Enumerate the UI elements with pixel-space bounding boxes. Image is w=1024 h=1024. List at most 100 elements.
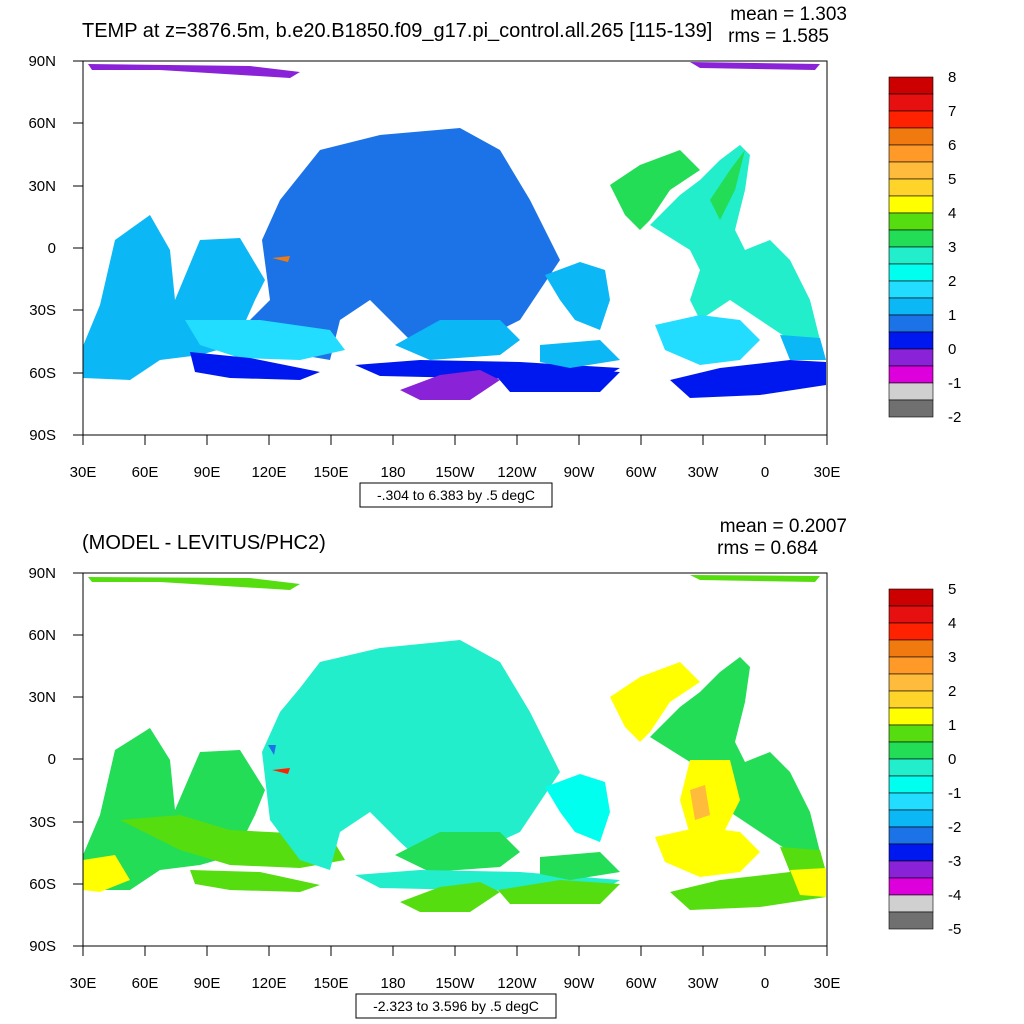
x-tick-label: 150E [313,464,348,481]
x-tick-label: 90E [194,975,221,992]
colorbar-label: 4 [948,615,956,632]
colorbar-swatch [888,314,934,333]
colorbar-label: 5 [948,581,956,598]
x-tick-label: 120E [251,975,286,992]
x-tick-label: 30W [688,464,720,481]
x-tick-label: 180 [380,464,405,481]
x-tick-label: 120W [497,464,537,481]
colorbar-swatch [888,178,934,197]
colorbar-swatch [888,365,934,384]
colorbar: 5 4 3 2 1 0 -1 -2 -3 -4 -5 [888,581,961,938]
colorbar-swatch [888,331,934,350]
y-tick-label: 60S [29,876,56,893]
x-tick-label: 30E [814,975,841,992]
x-tick-label: 30W [688,975,720,992]
y-tick-label: 30N [28,178,56,195]
colorbar-swatch [888,775,934,794]
colorbar-label: 2 [948,683,956,700]
y-tick-label: 90S [29,938,56,955]
colorbar-swatch [888,161,934,180]
colorbar-swatch [888,911,934,930]
colorbar-swatch [888,212,934,231]
y-tick-label: 0 [48,751,56,768]
y-tick-label: 30S [29,302,56,319]
rms-stat: rms = 1.585 [728,26,829,47]
colorbar-swatch [888,246,934,265]
colorbar-swatch [888,860,934,879]
range-note: -2.323 to 3.596 by .5 degC [373,998,539,1014]
colorbar-label: 5 [948,171,956,188]
x-tick-label: 0 [761,464,769,481]
y-tick-label: 90N [28,53,56,70]
colorbar-label: -2 [948,409,961,426]
colorbar-label: 6 [948,137,956,154]
x-tick-label: 60E [132,464,159,481]
y-tick-labels: 90N 60N 30N 0 30S 60S 90S [28,565,56,955]
x-tick-label: 120W [497,975,537,992]
colorbar-swatch [888,826,934,845]
colorbar-swatches [888,588,934,930]
colorbar-swatch [888,297,934,316]
x-tick-label: 120E [251,464,286,481]
mean-stat: mean = 1.303 [730,4,847,25]
y-tick-labels: 90N 60N 30N 0 30S 60S 90S [28,53,56,444]
colorbar-swatch [888,792,934,811]
x-tick-label: 180 [380,975,405,992]
y-tick-label: 30S [29,814,56,831]
colorbar-swatch [888,843,934,862]
x-tick-label: 60E [132,975,159,992]
colorbar-swatch [888,382,934,401]
colorbar-swatches [888,76,934,418]
x-tick-label: 30E [70,464,97,481]
colorbar-swatch [888,127,934,146]
colorbar-swatch [888,76,934,95]
y-ticks [73,572,83,947]
map-field [83,575,826,912]
x-ticks [82,946,828,956]
colorbar-label: 0 [948,341,956,358]
colorbar-swatch [888,758,934,777]
colorbar-swatch [888,877,934,896]
colorbar-label: 1 [948,307,956,324]
x-tick-label: 60W [626,975,658,992]
colorbar-label: -4 [948,887,961,904]
x-tick-label: 0 [761,975,769,992]
colorbar-swatch [888,673,934,692]
x-ticks [82,435,828,445]
colorbar-swatch [888,229,934,248]
colorbar-swatch [888,894,934,913]
range-note-box: -2.323 to 3.596 by .5 degC [355,993,557,1019]
colorbar-label: 2 [948,273,956,290]
x-tick-label: 90W [564,975,596,992]
y-tick-label: 30N [28,689,56,706]
colorbar: 8 7 6 5 4 3 2 1 0 -1 -2 [888,69,961,426]
map-field [83,62,826,400]
colorbar-swatch [888,809,934,828]
x-tick-label: 90E [194,464,221,481]
colorbar-swatch [888,741,934,760]
x-tick-label: 150E [313,975,348,992]
colorbar-swatch [888,639,934,658]
colorbar-swatch [888,93,934,112]
colorbar-label: -5 [948,921,961,938]
panel-title: TEMP at z=3876.5m, b.e20.B1850.f09_g17.p… [82,20,712,42]
mean-stat: mean = 0.2007 [720,516,847,537]
colorbar-swatch [888,144,934,163]
x-tick-labels: 30E 60E 90E 120E 150E 180 150W 120W 90W … [70,975,841,992]
y-tick-label: 0 [48,240,56,257]
colorbar-swatch [888,724,934,743]
colorbar-swatch [888,195,934,214]
colorbar-label: -2 [948,819,961,836]
rms-stat: rms = 0.684 [717,538,818,559]
panel-top: TEMP at z=3876.5m, b.e20.B1850.f09_g17.p… [28,4,961,508]
colorbar-label: 7 [948,103,956,120]
colorbar-swatch [888,588,934,607]
x-tick-label: 150W [435,975,475,992]
x-tick-label: 90W [564,464,596,481]
panel-title: (MODEL - LEVITUS/PHC2) [82,532,326,554]
colorbar-label: -3 [948,853,961,870]
colorbar-swatch [888,110,934,129]
colorbar-label: -1 [948,375,961,392]
colorbar-label: 4 [948,205,956,222]
